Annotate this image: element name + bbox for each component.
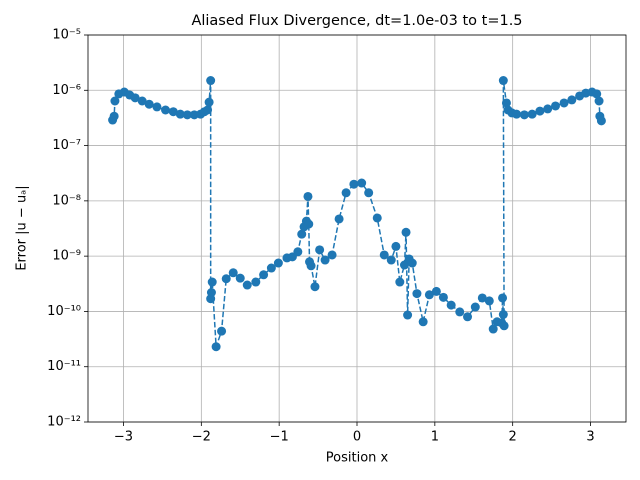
data-point (512, 109, 522, 119)
data-point (488, 324, 498, 334)
data-point (242, 280, 252, 290)
x-axis-label: Position x (326, 451, 389, 466)
x-tick-label: −1 (270, 430, 289, 445)
data-point (499, 321, 509, 331)
data-point (379, 250, 389, 260)
y-tick-label: 10⁻¹¹ (47, 359, 81, 374)
y-tick-label: 10⁻⁸ (52, 193, 81, 208)
data-point (470, 302, 480, 312)
data-point (144, 99, 154, 109)
x-tick-label: 2 (509, 430, 517, 445)
data-point (293, 247, 303, 257)
y-tick-label: 10⁻⁵ (52, 28, 81, 43)
x-tick-label: −3 (114, 430, 133, 445)
data-point (315, 245, 325, 255)
y-tick-label: 10⁻¹² (47, 415, 81, 430)
data-point (372, 213, 382, 223)
x-tick-label: 3 (586, 430, 594, 445)
x-tick-label: −2 (192, 430, 211, 445)
data-point (592, 89, 602, 99)
data-point (206, 76, 216, 86)
data-point (395, 277, 405, 287)
data-point (519, 110, 529, 120)
data-point (364, 188, 374, 198)
data-point (386, 255, 396, 265)
data-point (391, 241, 401, 251)
data-point (418, 317, 428, 327)
data-point (266, 263, 276, 273)
data-point (431, 286, 441, 296)
data-point (168, 107, 178, 117)
data-point (477, 293, 487, 303)
data-point (175, 109, 185, 119)
data-point (235, 273, 245, 283)
data-point (204, 97, 214, 107)
data-point (110, 96, 120, 106)
data-point (463, 312, 473, 322)
data-point (357, 178, 367, 188)
data-point (310, 282, 320, 292)
data-point (446, 300, 456, 310)
data-point (567, 95, 577, 105)
y-axis-label: Error |u − uₐ| (15, 185, 30, 270)
chart-title: Aliased Flux Divergence, dt=1.0e-03 to t… (191, 13, 522, 29)
data-point (327, 250, 337, 260)
y-tick-label: 10⁻⁹ (52, 249, 81, 264)
data-point (259, 270, 269, 280)
data-point (559, 98, 569, 108)
data-point (535, 106, 545, 116)
data-point (221, 274, 231, 284)
data-point (273, 258, 283, 268)
data-point (320, 255, 330, 265)
data-point (109, 111, 119, 121)
x-tick-label: 0 (353, 430, 361, 445)
data-point (161, 105, 171, 115)
data-point (341, 188, 351, 198)
data-point (596, 116, 606, 126)
data-point (306, 261, 316, 271)
data-point (217, 326, 227, 336)
data-point (297, 229, 307, 239)
data-point (349, 179, 359, 189)
data-point (594, 96, 604, 106)
data-point (498, 76, 508, 86)
data-point (484, 296, 494, 306)
data-point (399, 260, 409, 270)
data-point (207, 277, 217, 287)
y-tick-label: 10⁻⁶ (52, 83, 81, 98)
data-point (228, 268, 238, 278)
data-point (334, 214, 344, 224)
data-point (527, 109, 537, 119)
y-tick-label: 10⁻⁷ (52, 138, 81, 153)
data-point (498, 293, 508, 303)
data-point (401, 227, 411, 237)
data-point (407, 258, 417, 268)
data-point (130, 93, 140, 103)
data-point (455, 307, 465, 317)
data-point (498, 309, 508, 319)
data-point (424, 290, 434, 300)
data-point (206, 287, 216, 297)
data-point (137, 96, 147, 106)
data-point (182, 110, 192, 120)
data-point (501, 98, 511, 108)
data-point (543, 104, 553, 114)
plot-layer: −3 −2 −1 0 1 2 3 10⁻¹² 10⁻¹¹ 10⁻¹⁰ 10⁻⁹ 10⁻⁸ 10⁻⁷ 10⁻… (47, 28, 626, 445)
y-tick-label: 10⁻¹⁰ (47, 304, 81, 319)
data-point (403, 310, 413, 320)
data-point (303, 191, 313, 201)
data-point (203, 105, 213, 115)
axes-frame (87, 34, 627, 423)
data-point (412, 289, 422, 299)
data-point (152, 102, 162, 112)
data-point (211, 342, 221, 352)
data-point (438, 292, 448, 302)
data-point (251, 277, 261, 287)
data-point (304, 219, 314, 229)
x-tick-label: 1 (431, 430, 439, 445)
data-point (550, 101, 560, 111)
